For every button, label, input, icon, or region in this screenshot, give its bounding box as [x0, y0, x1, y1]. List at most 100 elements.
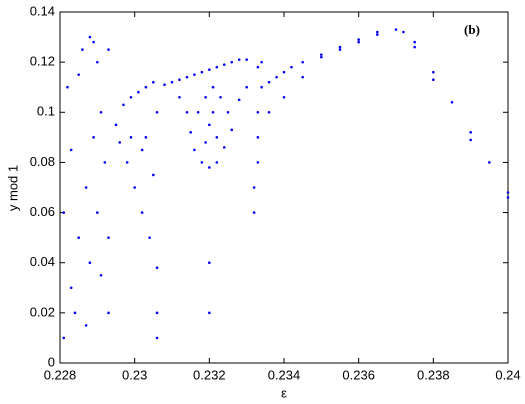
point: [432, 70, 435, 74]
point: [320, 55, 323, 59]
point: [69, 148, 73, 152]
point: [215, 161, 219, 164]
point: [96, 60, 99, 64]
point: [125, 161, 129, 164]
point: [432, 78, 435, 81]
point: [66, 85, 69, 89]
point: [469, 138, 472, 142]
point: [226, 110, 230, 114]
point: [208, 311, 211, 315]
point: [245, 85, 248, 89]
y-axis-label: y mod 1: [5, 165, 20, 211]
point: [256, 136, 260, 139]
point: [107, 236, 110, 239]
point: [237, 98, 241, 102]
y-tick-label: 0.08: [30, 154, 55, 169]
point: [185, 110, 189, 114]
point: [69, 286, 73, 290]
point: [320, 53, 323, 56]
point: [200, 70, 204, 74]
point: [114, 123, 118, 127]
plot-area: [59, 11, 509, 364]
point: [137, 90, 140, 94]
x-tick-label: 0.24: [495, 367, 520, 382]
x-tick-label: 0.238: [417, 367, 450, 382]
point: [256, 110, 260, 114]
point: [155, 110, 159, 114]
point: [152, 173, 155, 177]
point: [222, 146, 226, 149]
point: [178, 95, 181, 99]
y-tick-label: 0.14: [30, 3, 55, 18]
point: [200, 161, 204, 164]
y-tick-label: 0.02: [30, 304, 55, 319]
point: [107, 48, 110, 51]
point: [275, 75, 278, 79]
point: [88, 261, 92, 265]
point: [230, 60, 234, 64]
point: [155, 336, 159, 340]
point: [92, 40, 95, 44]
point: [84, 324, 88, 327]
point: [252, 186, 256, 189]
point: [260, 60, 263, 64]
point: [92, 136, 95, 139]
point: [133, 186, 136, 189]
point: [144, 136, 148, 139]
y-tick-label: 0.1: [37, 104, 55, 119]
point: [193, 73, 196, 76]
y-tick-label: 0.12: [30, 54, 55, 69]
y-tick-label: 0.04: [30, 254, 55, 269]
y-tick-label: 0: [48, 354, 55, 369]
point: [88, 35, 92, 39]
point: [185, 75, 189, 79]
point: [204, 141, 207, 144]
point: [237, 58, 241, 61]
point: [267, 80, 271, 84]
point: [376, 33, 379, 36]
point: [245, 58, 248, 61]
point: [402, 30, 405, 34]
point: [99, 273, 103, 277]
point: [193, 148, 196, 152]
point: [107, 311, 110, 315]
point: [215, 65, 219, 69]
point: [208, 261, 211, 265]
point: [506, 191, 510, 194]
annotation: (b): [464, 22, 480, 37]
point: [118, 141, 122, 144]
x-tick-label: 0.228: [44, 367, 77, 382]
point: [103, 161, 107, 164]
point: [62, 336, 66, 340]
point: [488, 161, 491, 164]
point: [99, 110, 103, 114]
x-tick-label: 0.234: [268, 367, 301, 382]
point: [357, 38, 360, 41]
point: [338, 48, 342, 51]
point: [208, 68, 211, 71]
point: [155, 311, 159, 315]
point: [506, 196, 510, 199]
point: [73, 311, 77, 315]
point: [122, 103, 125, 107]
point: [215, 136, 219, 139]
point: [211, 85, 215, 89]
point: [152, 80, 155, 84]
point: [450, 100, 454, 104]
point: [413, 40, 416, 44]
point: [148, 236, 151, 239]
point: [260, 85, 263, 89]
point: [77, 236, 80, 239]
point: [77, 73, 80, 76]
point: [81, 48, 84, 51]
point: [129, 95, 133, 99]
point: [84, 186, 88, 189]
point: [256, 161, 260, 164]
point: [62, 211, 66, 214]
x-tick-label: 0.236: [342, 367, 375, 382]
point: [301, 75, 304, 79]
point: [394, 28, 398, 31]
point: [140, 211, 144, 214]
point: [252, 211, 256, 214]
point: [170, 80, 174, 84]
